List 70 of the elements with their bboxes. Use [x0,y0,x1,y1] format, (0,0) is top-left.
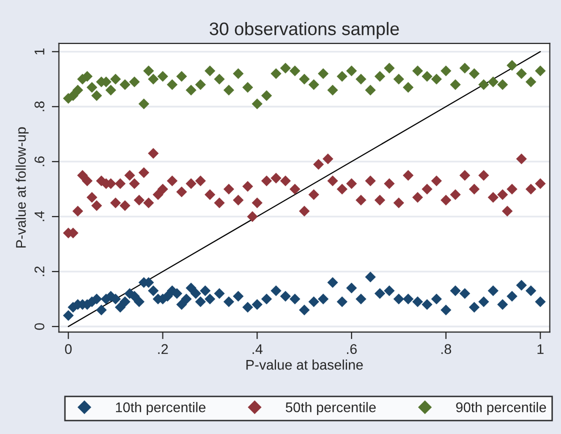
point [384,62,395,74]
x-tick-label: .6 [347,344,357,354]
y-tick-label: 0 [34,323,44,330]
point [356,74,366,85]
point [157,71,168,82]
point [506,60,518,71]
point [374,71,386,82]
legend-label: 50th percentile [286,402,376,415]
point [318,68,329,80]
point [86,82,98,93]
point [138,98,150,110]
point [336,71,348,82]
point [242,82,254,93]
point [129,76,140,88]
x-tick-label: .8 [441,344,452,354]
legend-label: 10th percentile [116,402,206,415]
point [280,62,291,74]
point [143,66,154,76]
point [365,84,376,96]
y-tick-label: .8 [34,101,44,112]
x-tick-label: 1 [538,344,544,354]
point [232,68,244,80]
point [327,84,338,96]
point [431,74,442,85]
point [440,66,452,76]
y-tick-label: .6 [34,156,44,166]
point [214,74,225,85]
point [393,74,404,85]
point [346,66,357,76]
point [223,84,234,96]
point [459,62,470,74]
y-tick-label: 1 [34,48,44,54]
point [478,79,490,90]
point [488,76,499,88]
point [91,90,102,102]
point [72,84,84,96]
point [204,66,216,76]
point [270,68,282,80]
point [186,84,196,96]
point [412,66,423,76]
point [534,66,546,76]
x-tick-label: .2 [158,344,168,354]
point [526,76,536,88]
point [468,68,480,80]
x-tick-label: .4 [252,344,263,354]
chart-title: 30 observations sample [210,22,399,39]
legend-label: 90th percentile [456,402,546,415]
point [516,68,527,80]
point [105,84,116,96]
point [497,79,508,90]
point [120,79,130,90]
point [176,71,188,82]
point [252,98,263,110]
x-axis-title: P-value at baseline [246,360,363,370]
point [422,71,432,82]
x-tick-label: 0 [65,344,72,354]
point [402,82,414,93]
point [298,74,310,85]
point [166,79,178,90]
point [290,66,300,76]
point [308,79,320,90]
y-axis-title: P-value at follow-up [16,127,29,248]
point [68,90,78,102]
point [110,74,121,85]
point [148,74,159,85]
y-tick-label: .4 [34,211,44,222]
point [261,90,272,102]
point [195,79,206,90]
y-tick-label: .2 [34,266,44,276]
point [450,79,461,90]
